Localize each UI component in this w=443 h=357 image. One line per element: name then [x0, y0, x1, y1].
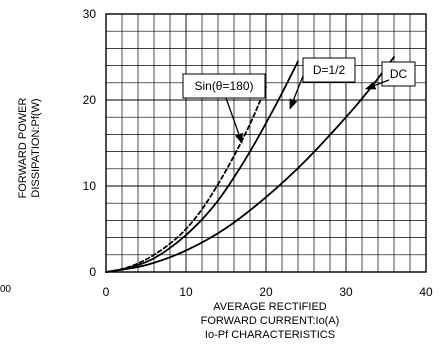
series-line-sin-180: [105, 86, 267, 273]
series-layer: [105, 56, 395, 273]
x-tick-label: 30: [339, 285, 353, 299]
tick-labels: 0 10 20 30 40 0 10 20 30: [83, 7, 433, 299]
chart-title: Io-Pf CHARACTERISTICS: [204, 329, 336, 341]
annotation-arrow: [225, 97, 243, 144]
annotations-layer: Sin(θ=180) D=1/2 DC: [182, 57, 416, 144]
x-tick-label: 20: [259, 285, 273, 299]
y-tick-label: 30: [83, 7, 97, 21]
x-axis-label: AVERAGE RECTIFIED FORWARD CURRENT:Io(A) …: [96, 300, 443, 342]
annotation-0: Sin(θ=180): [182, 73, 266, 144]
annotation-label: Sin(θ=180): [194, 79, 253, 93]
series-line-d-1-2: [105, 60, 299, 273]
x-axis-label-line-2: FORWARD CURRENT:Io(A): [200, 315, 340, 327]
annotation-box: [302, 57, 356, 83]
annotation-2: DC: [365, 61, 416, 90]
x-tick-label: 0: [103, 285, 110, 299]
y-tick-label: 0: [89, 265, 96, 279]
annotation-arrow: [365, 79, 390, 90]
x-tick-label: 10: [179, 285, 193, 299]
annotation-box: [381, 61, 416, 87]
series-line-dc: [105, 56, 395, 273]
y-axis-label-line-2: DISSIPATION:Pf(W): [30, 98, 42, 198]
annotation-box: [182, 73, 266, 99]
annotation-label: D=1/2: [313, 63, 346, 77]
stray-text: 00: [0, 284, 12, 295]
annotation-label: DC: [390, 67, 408, 81]
x-tick-label: 40: [419, 285, 433, 299]
plot-frame: [105, 13, 427, 273]
grid: [106, 14, 426, 272]
y-axis-label-line-1: FORWARD POWER: [17, 97, 29, 199]
y-axis-label: FORWARD POWER DISSIPATION:Pf(W): [17, 88, 77, 208]
x-axis-label-line-1: AVERAGE RECTIFIED: [213, 301, 327, 313]
y-tick-label: 20: [83, 93, 97, 107]
annotation-arrow: [289, 75, 304, 110]
plot-border: [105, 13, 427, 273]
annotation-1: D=1/2: [289, 57, 356, 110]
y-tick-label: 10: [83, 179, 97, 193]
